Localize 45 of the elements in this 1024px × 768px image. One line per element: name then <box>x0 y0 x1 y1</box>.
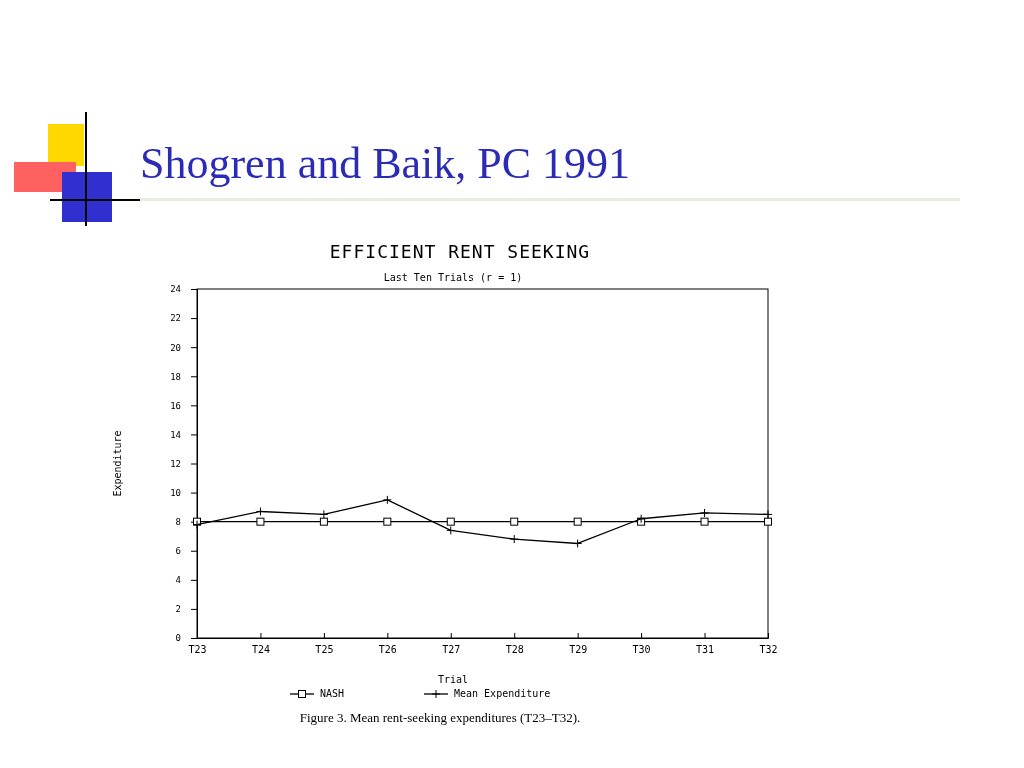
text: Shogren and Baik, PC 1991 <box>140 139 631 188</box>
x-tick-label: T25 <box>315 644 334 656</box>
point <box>700 517 709 526</box>
point <box>573 517 582 526</box>
x-tick-label: T24 <box>251 644 270 656</box>
y-tick-label: 8 <box>175 517 181 528</box>
point <box>446 517 455 526</box>
chart-title: EFFICIENT RENT SEEKING <box>329 241 591 262</box>
y-tick-label: 20 <box>170 342 181 353</box>
y-tick-label: 18 <box>170 371 181 382</box>
legend-label: NASH <box>320 688 345 699</box>
x-tick-label: T31 <box>696 644 715 656</box>
point <box>319 509 329 519</box>
x-tick-label: T29 <box>569 644 588 656</box>
y-tick-label: 14 <box>170 429 181 440</box>
x-tick-label: T23 <box>188 644 207 656</box>
y-tick-label: 12 <box>170 458 181 469</box>
point <box>763 509 773 519</box>
y-tick-label: 10 <box>170 487 181 498</box>
y-tick-label: 6 <box>175 546 181 557</box>
point <box>510 517 519 526</box>
point <box>256 517 265 526</box>
caption: Figure 3. Mean rent-seeking expenditures (T23–T32). <box>299 710 581 725</box>
y-tick-label: 0 <box>175 633 181 644</box>
y-tick-label: 4 <box>175 575 181 586</box>
point <box>446 525 456 535</box>
x-tick-label: T32 <box>759 644 778 656</box>
y-tick-label: 24 <box>170 284 181 295</box>
point <box>700 508 710 518</box>
y-tick-label: 2 <box>175 604 181 615</box>
x-tick-label: T30 <box>632 644 651 656</box>
y-tick-label: 22 <box>170 313 181 324</box>
point <box>382 495 392 505</box>
y-tick-label: 16 <box>170 400 181 411</box>
point <box>383 517 392 526</box>
point <box>509 534 519 544</box>
x-tick-label: T26 <box>378 644 397 656</box>
x-tick-label: T28 <box>505 644 524 656</box>
x-tick-label: T27 <box>442 644 461 656</box>
point <box>319 517 328 526</box>
point <box>764 517 772 526</box>
legend-label: Mean Expenditure <box>454 688 551 699</box>
x-axis-title: Trial <box>437 674 469 685</box>
chart-subtitle: Last Ten Trials (r = 1) <box>383 272 523 283</box>
y-axis-title: Expenditure <box>112 430 123 497</box>
